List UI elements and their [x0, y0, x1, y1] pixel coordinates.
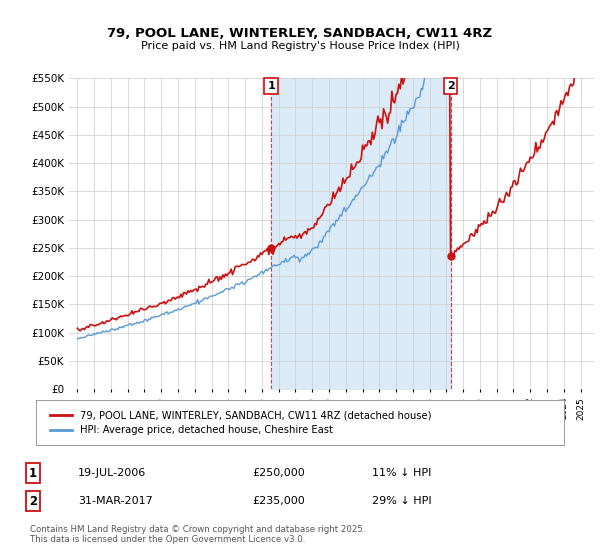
Text: Price paid vs. HM Land Registry's House Price Index (HPI): Price paid vs. HM Land Registry's House … [140, 41, 460, 51]
Text: 11% ↓ HPI: 11% ↓ HPI [372, 468, 431, 478]
Text: Contains HM Land Registry data © Crown copyright and database right 2025.
This d: Contains HM Land Registry data © Crown c… [30, 525, 365, 544]
Text: 2: 2 [447, 81, 454, 91]
Text: 31-MAR-2017: 31-MAR-2017 [78, 496, 153, 506]
Text: 2: 2 [29, 494, 37, 508]
Text: 1: 1 [267, 81, 275, 91]
Text: £235,000: £235,000 [252, 496, 305, 506]
Text: 29% ↓ HPI: 29% ↓ HPI [372, 496, 431, 506]
Text: 79, POOL LANE, WINTERLEY, SANDBACH, CW11 4RZ: 79, POOL LANE, WINTERLEY, SANDBACH, CW11… [107, 27, 493, 40]
Text: 19-JUL-2006: 19-JUL-2006 [78, 468, 146, 478]
Text: £250,000: £250,000 [252, 468, 305, 478]
Legend: 79, POOL LANE, WINTERLEY, SANDBACH, CW11 4RZ (detached house), HPI: Average pric: 79, POOL LANE, WINTERLEY, SANDBACH, CW11… [46, 407, 436, 439]
Text: 1: 1 [29, 466, 37, 480]
